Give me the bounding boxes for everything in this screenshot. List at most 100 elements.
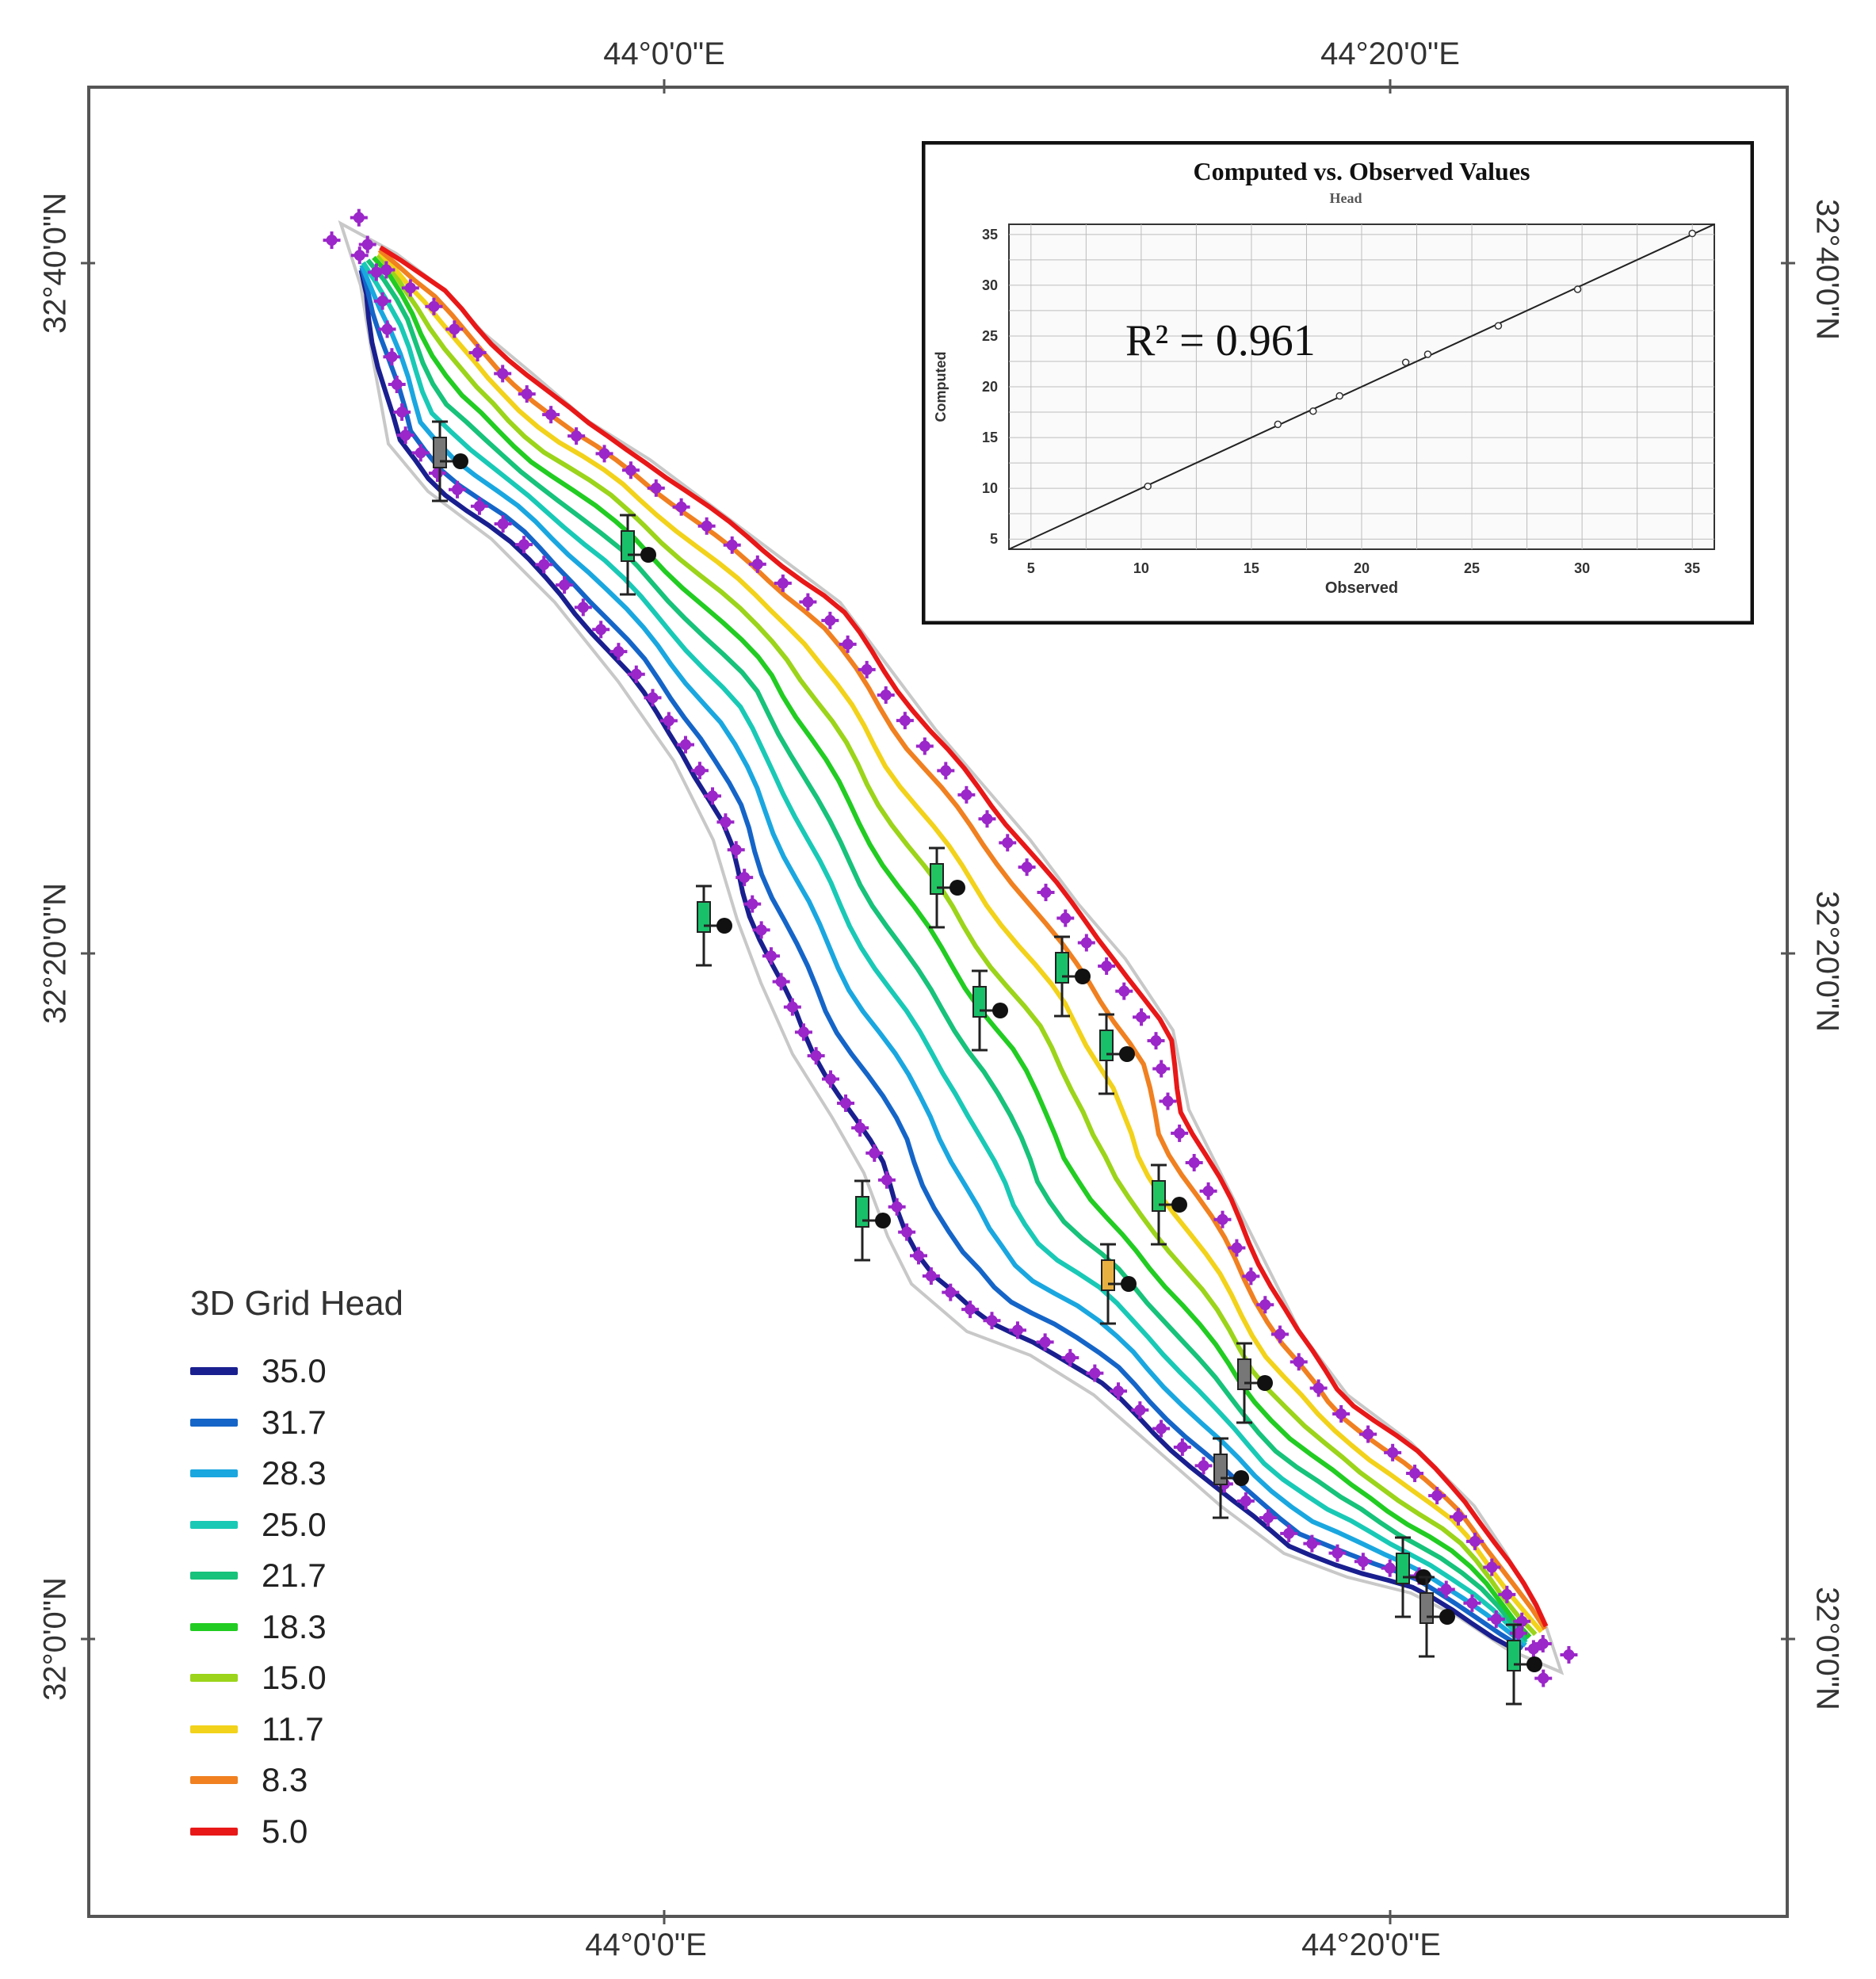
y-tick-label: 20 xyxy=(982,379,998,395)
boundary-marker xyxy=(1328,1544,1347,1562)
y-tick-label: 10 xyxy=(982,480,998,496)
legend-item: 11.7 xyxy=(190,1707,324,1752)
boundary-marker xyxy=(449,480,467,499)
boundary-marker xyxy=(396,426,415,445)
x-tick-label: 15 xyxy=(1244,560,1259,576)
boundary-marker xyxy=(1524,1640,1542,1658)
boundary-marker xyxy=(470,497,488,515)
boundary-marker xyxy=(922,1267,940,1286)
x-tick-label: 35 xyxy=(1684,560,1700,576)
boundary-marker xyxy=(1185,1154,1203,1172)
legend-value: 18.3 xyxy=(262,1607,327,1645)
x-tick-label: 5 xyxy=(1027,560,1035,576)
boundary-marker xyxy=(748,555,766,573)
boundary-marker xyxy=(393,403,411,421)
data-point xyxy=(1309,407,1317,415)
contour-line xyxy=(358,269,1519,1653)
y-tick-label: 25 xyxy=(982,328,998,344)
legend-value: 5.0 xyxy=(262,1812,308,1850)
boundary-marker xyxy=(839,635,857,653)
observation-well xyxy=(1506,1623,1542,1706)
legend-swatch xyxy=(190,1520,238,1529)
boundary-marker xyxy=(978,810,996,828)
boundary-marker xyxy=(494,515,512,533)
boundary-marker xyxy=(1534,1669,1553,1687)
legend-swatch xyxy=(190,1367,238,1375)
boundary-marker xyxy=(877,686,895,704)
observation-well xyxy=(620,514,656,596)
boundary-marker xyxy=(1152,1419,1171,1438)
observation-well xyxy=(1419,1576,1455,1658)
boundary-marker xyxy=(556,576,574,594)
r-squared-annotation: R² = 0.961 xyxy=(1125,316,1316,365)
boundary-marker xyxy=(609,643,628,661)
boundary-marker xyxy=(1384,1443,1402,1461)
y-tick-label: 30 xyxy=(982,277,998,293)
data-point xyxy=(1573,285,1582,293)
coord-left-1: 32°40'0"N xyxy=(37,193,73,334)
boundary-marker xyxy=(1309,1379,1328,1397)
legend-swatch xyxy=(190,1776,238,1784)
boundary-marker xyxy=(983,1312,1001,1330)
boundary-marker xyxy=(1056,909,1075,927)
coord-bottom-2: 44°20'0"E xyxy=(1301,1927,1441,1962)
boundary-marker xyxy=(1199,1182,1217,1200)
observation-well xyxy=(1054,935,1091,1018)
boundary-marker xyxy=(999,834,1017,852)
boundary-marker xyxy=(865,1144,884,1162)
data-point xyxy=(1494,322,1503,330)
boundary-marker xyxy=(690,762,709,780)
coord-left-2: 32°20'0"N xyxy=(37,883,73,1024)
boundary-marker xyxy=(774,574,792,592)
x-tick-label: 10 xyxy=(1133,560,1149,576)
frame-ticks xyxy=(81,79,1795,1924)
boundary-marker xyxy=(896,712,914,730)
legend-item: 18.3 xyxy=(190,1605,327,1649)
boundary-marker xyxy=(1463,1594,1481,1612)
boundary-marker xyxy=(1152,1060,1171,1078)
boundary-marker xyxy=(772,972,790,991)
boundary-marker xyxy=(822,1070,840,1088)
boundary-marker xyxy=(1228,1239,1246,1257)
boundary-marker xyxy=(1498,1585,1516,1603)
boundary-marker xyxy=(937,762,955,780)
boundary-marker xyxy=(592,621,610,639)
legend-value: 11.7 xyxy=(262,1710,324,1748)
boundary-marker xyxy=(909,1247,927,1265)
boundary-marker xyxy=(1171,1124,1189,1142)
boundary-marker xyxy=(1359,1425,1377,1443)
y-tick-label: 15 xyxy=(982,430,998,445)
legend-item: 35.0 xyxy=(190,1349,327,1393)
boundary-marker xyxy=(1061,1349,1079,1367)
one-to-one-line xyxy=(1008,223,1715,550)
boundary-marker xyxy=(743,895,762,913)
x-tick-label: 30 xyxy=(1574,560,1590,576)
boundary-marker xyxy=(358,235,376,254)
boundary-marker xyxy=(367,263,385,281)
boundary-marker xyxy=(942,1283,960,1301)
boundary-marker xyxy=(961,1301,980,1319)
boundary-marker xyxy=(1303,1534,1321,1553)
boundary-marker xyxy=(837,1094,855,1112)
boundary-marker xyxy=(1466,1532,1484,1550)
data-point xyxy=(1274,420,1282,429)
boundary-marker xyxy=(762,947,780,965)
boundary-marker xyxy=(595,445,613,463)
boundary-marker xyxy=(647,479,665,497)
coord-top-1: 44°0'0"E xyxy=(603,36,725,71)
y-axis-label: Computed xyxy=(933,352,949,422)
boundary-marker xyxy=(1483,1558,1501,1576)
legend-value: 21.7 xyxy=(262,1557,327,1594)
boundary-marker xyxy=(1236,1492,1255,1510)
boundary-marker xyxy=(704,787,722,805)
boundary-marker xyxy=(697,517,716,535)
boundary-marker xyxy=(915,737,934,755)
observation-well xyxy=(1236,1342,1273,1424)
boundary-marker xyxy=(1159,1092,1177,1110)
boundary-marker xyxy=(574,598,592,617)
boundary-marker xyxy=(1110,1382,1128,1400)
boundary-marker xyxy=(1449,1507,1467,1526)
boundary-marker xyxy=(567,427,586,445)
head-contours xyxy=(358,245,1549,1653)
